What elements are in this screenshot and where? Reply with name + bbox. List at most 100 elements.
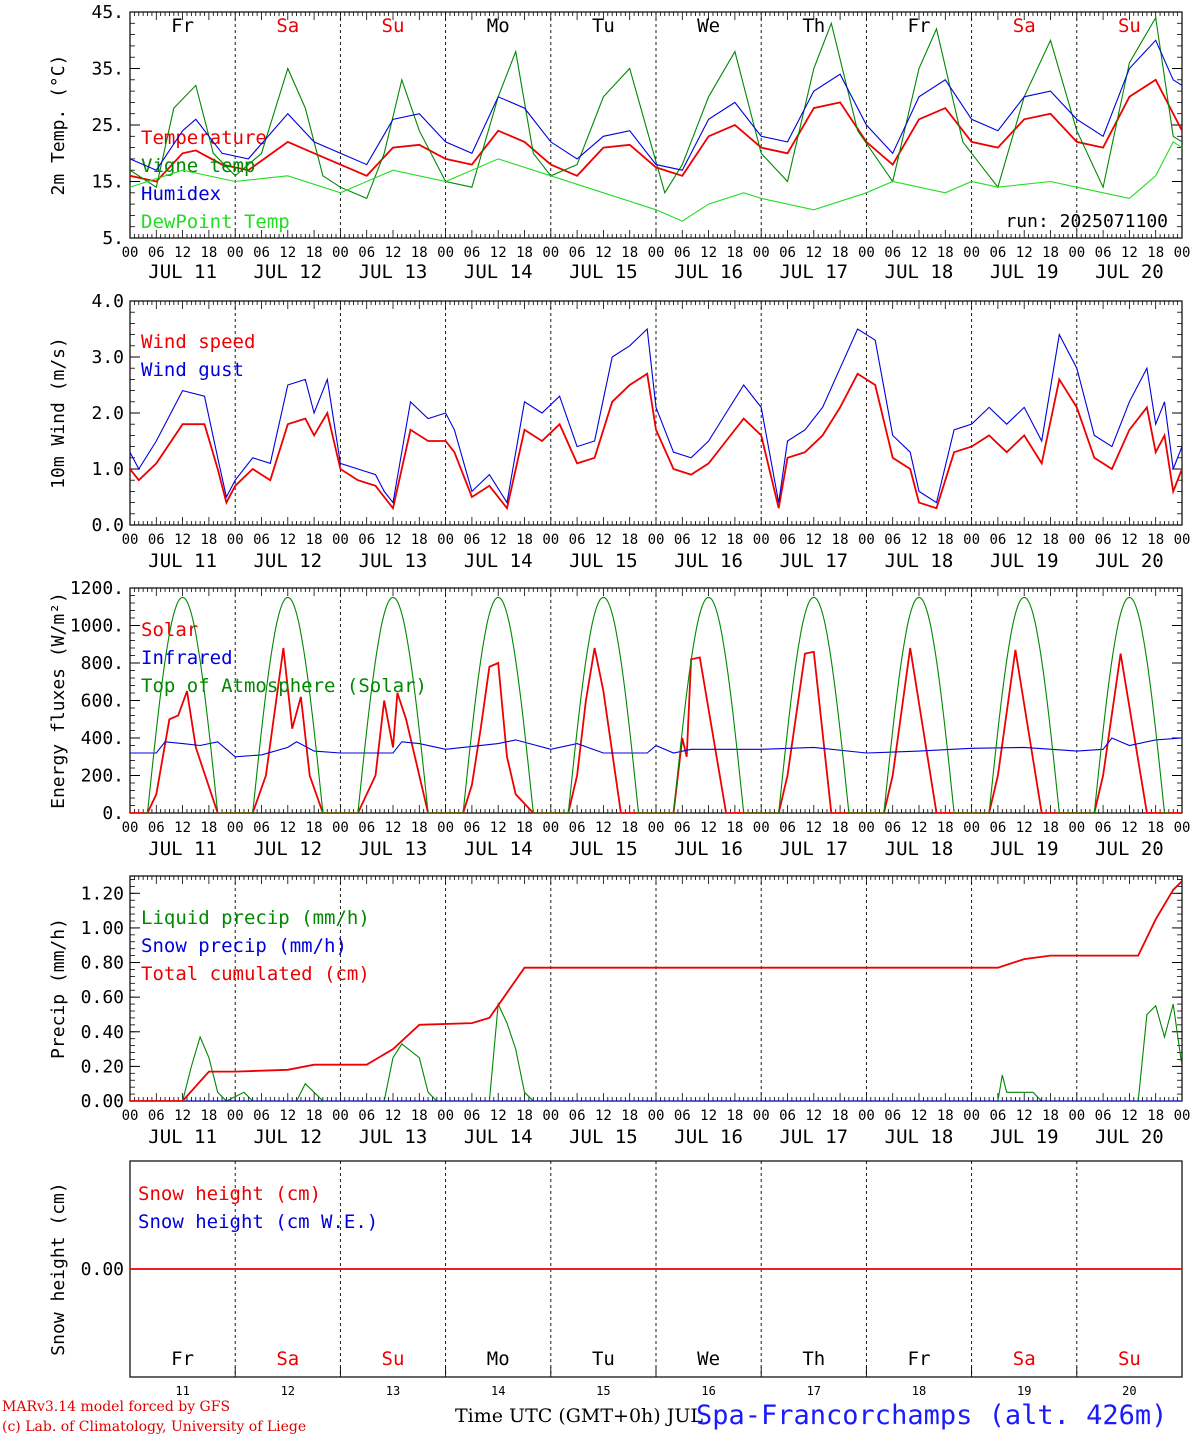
- hour-label: 12: [279, 820, 296, 836]
- hour-label: 12: [700, 820, 717, 836]
- weekday-label: Su: [382, 15, 405, 37]
- hour-label: 06: [569, 532, 586, 548]
- day-number-label: 19: [1017, 1384, 1031, 1398]
- weekday-label: Fr: [171, 15, 194, 37]
- hour-label: 18: [937, 245, 954, 261]
- date-label: JUL 16: [674, 1126, 743, 1148]
- weekday-label: Fr: [908, 15, 931, 37]
- hour-label: 18: [832, 1108, 849, 1124]
- hour-label: 00: [753, 1108, 770, 1124]
- y-tick-label: 2.0: [91, 403, 124, 424]
- panel-frame: [129, 300, 1183, 526]
- hour-label: 00: [648, 1108, 665, 1124]
- hour-label: 00: [1068, 1108, 1085, 1124]
- hour-label: 12: [805, 820, 822, 836]
- hour-label: 18: [832, 820, 849, 836]
- hour-label: 12: [805, 1108, 822, 1124]
- hour-label: 18: [1147, 532, 1164, 548]
- day-number-label: 12: [281, 1384, 295, 1398]
- hour-label: 00: [648, 820, 665, 836]
- hour-label: 00: [437, 820, 454, 836]
- hour-label: 18: [306, 245, 323, 261]
- hour-label: 12: [1016, 532, 1033, 548]
- hour-label: 00: [753, 820, 770, 836]
- y-tick-label: 1000.: [70, 616, 124, 637]
- legend-entry: Snow height (cm W.E.): [138, 1211, 378, 1233]
- date-label: JUL 14: [464, 1126, 533, 1148]
- weekday-label: Mo: [487, 1348, 510, 1370]
- hour-label: 06: [884, 532, 901, 548]
- hour-label: 12: [911, 532, 928, 548]
- hour-label: 06: [253, 532, 270, 548]
- day-number-label: 17: [807, 1384, 821, 1398]
- y-tick-label: 0.20: [81, 1056, 124, 1077]
- y-tick-label: 45.: [91, 2, 124, 23]
- date-label: JUL 17: [779, 838, 848, 860]
- hour-label: 12: [174, 532, 191, 548]
- y-tick-label: 200.: [81, 766, 124, 787]
- hour-label: 00: [1174, 532, 1191, 548]
- date-label: JUL 19: [990, 1126, 1059, 1148]
- date-label: JUL 12: [253, 261, 322, 283]
- hour-label: 18: [621, 532, 638, 548]
- date-label: JUL 18: [885, 838, 954, 860]
- hour-label: 12: [490, 820, 507, 836]
- hour-label: 12: [279, 532, 296, 548]
- date-label: JUL 20: [1095, 550, 1164, 572]
- hour-label: 00: [858, 532, 875, 548]
- hour-label: 00: [1174, 1108, 1191, 1124]
- hour-label: 12: [174, 1108, 191, 1124]
- hour-label: 12: [385, 532, 402, 548]
- hour-label: 12: [911, 245, 928, 261]
- hour-label: 12: [1121, 820, 1138, 836]
- hour-label: 00: [648, 245, 665, 261]
- date-label: JUL 13: [359, 550, 428, 572]
- date-label: JUL 13: [359, 838, 428, 860]
- hour-label: 12: [1016, 1108, 1033, 1124]
- legend-entry: Infrared: [141, 647, 233, 669]
- y-axis-label: Precip (mm/h): [48, 918, 69, 1059]
- day-number-label: 14: [491, 1384, 505, 1398]
- hour-label: 06: [569, 820, 586, 836]
- y-tick-label: 4.0: [91, 291, 124, 312]
- date-label: JUL 12: [253, 1126, 322, 1148]
- weekday-label: Th: [802, 1348, 825, 1370]
- hour-label: 00: [858, 1108, 875, 1124]
- hour-label: 12: [490, 245, 507, 261]
- legend-entry: Snow height (cm): [138, 1183, 321, 1205]
- date-label: JUL 12: [253, 550, 322, 572]
- hour-label: 00: [122, 245, 139, 261]
- legend-entry: Total cumulated (cm): [141, 963, 370, 985]
- hour-label: 00: [227, 1108, 244, 1124]
- hour-label: 12: [700, 532, 717, 548]
- hour-label: 18: [1147, 820, 1164, 836]
- hour-label: 18: [726, 245, 743, 261]
- date-label: JUL 20: [1095, 1126, 1164, 1148]
- hour-label: 06: [358, 245, 375, 261]
- hour-label: 18: [200, 245, 217, 261]
- series-line-dewpoint-temp: [130, 141, 1182, 222]
- y-tick-label: 0.40: [81, 1022, 124, 1043]
- series-line-solar: [130, 647, 1182, 813]
- hour-label: 18: [726, 532, 743, 548]
- hour-label: 12: [1016, 820, 1033, 836]
- date-label: JUL 15: [569, 838, 638, 860]
- day-number-label: 11: [175, 1384, 189, 1398]
- lab-credit: (c) Lab. of Climatology, University of L…: [2, 1419, 307, 1435]
- series-line-liquid-precip-mm-h-: [130, 1002, 1182, 1101]
- series-line-wind-speed: [130, 372, 1182, 511]
- date-label: JUL 19: [990, 261, 1059, 283]
- y-axis-label: 2m Temp. (°C): [48, 55, 69, 196]
- hour-label: 18: [516, 820, 533, 836]
- hour-label: 00: [122, 820, 139, 836]
- y-tick-label: 0.0: [91, 515, 124, 536]
- weekday-label: Tu: [592, 1348, 615, 1370]
- date-label: JUL 14: [464, 550, 533, 572]
- y-tick-label: 5.: [102, 228, 124, 249]
- weekday-label: Sa: [276, 1348, 299, 1370]
- hour-label: 12: [1016, 245, 1033, 261]
- y-tick-label: 1200.: [70, 578, 124, 599]
- hour-label: 12: [490, 1108, 507, 1124]
- hour-label: 06: [569, 1108, 586, 1124]
